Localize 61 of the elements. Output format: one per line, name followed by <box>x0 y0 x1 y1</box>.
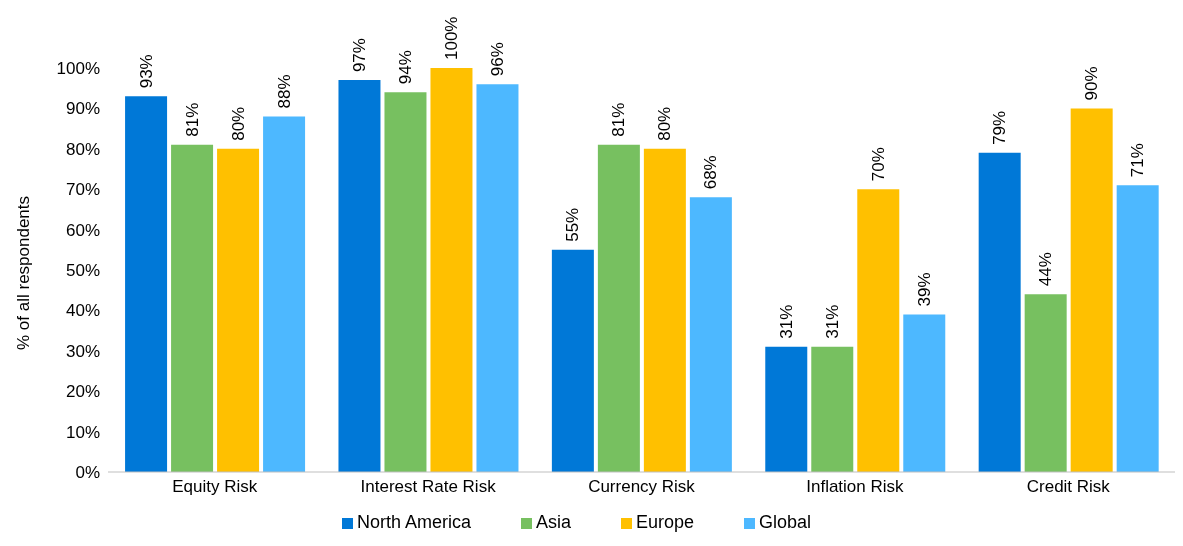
data-label: 80% <box>655 106 675 141</box>
data-label: 97% <box>349 38 369 73</box>
y-tick-label: 40% <box>65 301 100 321</box>
x-tick-label: Currency Risk <box>588 477 696 497</box>
x-tick-label: Inflation Risk <box>806 477 905 497</box>
data-label: 81% <box>609 102 629 137</box>
bar <box>384 92 427 472</box>
y-axis-title: % of all respondents <box>14 195 34 350</box>
y-tick-label: 90% <box>65 99 100 119</box>
legend-label: Europe <box>635 512 695 532</box>
bar <box>765 346 808 472</box>
data-label: 100% <box>441 16 461 60</box>
bar <box>125 96 168 472</box>
x-tick-label: Interest Rate Risk <box>360 477 497 497</box>
y-tick-label: 0% <box>75 463 100 483</box>
data-label: 81% <box>182 102 202 137</box>
legend-label: Global <box>759 512 812 532</box>
y-tick-label: 30% <box>65 341 100 361</box>
data-label: 71% <box>1128 143 1148 178</box>
data-label: 79% <box>990 110 1010 145</box>
bar <box>978 152 1021 472</box>
data-label: 31% <box>822 304 842 339</box>
data-label: 31% <box>776 304 796 339</box>
data-label: 94% <box>395 50 415 85</box>
legend-label: North America <box>356 512 471 532</box>
bar <box>551 249 594 472</box>
bar <box>171 144 214 472</box>
x-tick-label: Credit Risk <box>1026 477 1111 497</box>
bar <box>857 189 900 472</box>
y-tick-label: 100% <box>56 59 100 79</box>
y-tick-label: 10% <box>65 422 100 442</box>
bar <box>643 148 686 472</box>
data-label: 44% <box>1036 252 1056 287</box>
bar <box>1024 294 1067 472</box>
y-tick-label: 60% <box>65 220 100 240</box>
y-tick-label: 80% <box>65 139 100 159</box>
x-tick-label: Equity Risk <box>172 477 258 497</box>
legend-label: Asia <box>535 512 571 532</box>
bar <box>217 148 260 472</box>
bar <box>1070 108 1113 472</box>
bar <box>689 197 732 472</box>
y-tick-label: 70% <box>65 180 100 200</box>
bar <box>903 314 946 472</box>
data-label: 39% <box>914 272 934 307</box>
bar <box>263 116 306 472</box>
data-label: 90% <box>1082 66 1102 101</box>
y-tick-label: 50% <box>65 261 100 281</box>
data-label: 70% <box>868 147 888 182</box>
bar <box>811 346 854 472</box>
data-label: 55% <box>563 207 583 242</box>
data-label: 88% <box>274 74 294 109</box>
data-label: 96% <box>487 42 507 77</box>
data-label: 68% <box>701 155 721 190</box>
bar <box>476 84 519 472</box>
bar <box>597 144 640 472</box>
data-label: 80% <box>228 106 248 141</box>
y-tick-label: 20% <box>65 382 100 402</box>
bar <box>1116 185 1159 472</box>
bar <box>338 80 381 472</box>
data-label: 93% <box>136 54 156 89</box>
bar <box>430 68 473 472</box>
